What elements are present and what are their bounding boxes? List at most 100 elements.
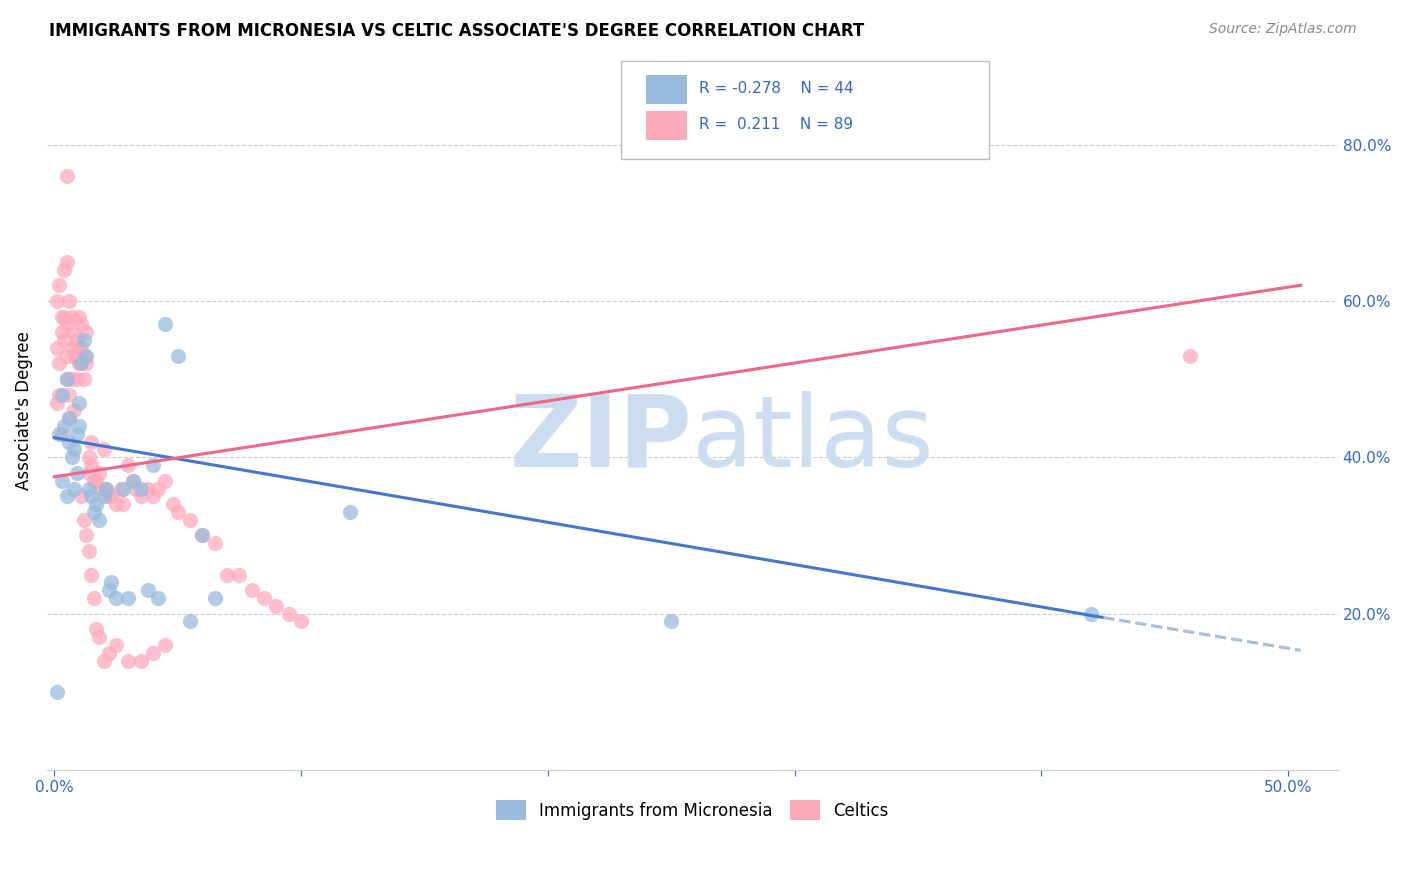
Point — [65, 426, 87, 441]
Point — [67, 395, 90, 409]
Point — [146, 482, 169, 496]
Point — [53, 310, 76, 324]
Point — [77, 466, 100, 480]
Point — [191, 528, 214, 542]
Point — [73, 349, 96, 363]
Point — [80, 489, 103, 503]
Point — [80, 434, 103, 449]
Point — [58, 434, 80, 449]
Point — [45, 341, 67, 355]
Point — [67, 356, 90, 370]
Point — [228, 567, 250, 582]
Point — [112, 482, 135, 496]
Point — [290, 615, 312, 629]
Point — [136, 583, 159, 598]
Point — [70, 341, 93, 355]
Point — [117, 458, 139, 472]
Point — [179, 615, 201, 629]
Point — [63, 349, 86, 363]
Point — [67, 356, 90, 370]
Point — [65, 333, 87, 347]
Point — [84, 622, 107, 636]
Point — [48, 356, 70, 370]
Point — [110, 482, 132, 496]
Point — [277, 607, 299, 621]
Point — [75, 356, 97, 370]
Point — [90, 482, 112, 496]
Point — [215, 567, 238, 582]
Point — [93, 654, 115, 668]
Point — [75, 325, 97, 339]
Point — [51, 426, 73, 441]
Point — [51, 387, 73, 401]
Point — [84, 474, 107, 488]
Point — [129, 654, 152, 668]
Point — [51, 325, 73, 339]
Point — [142, 646, 165, 660]
Point — [80, 458, 103, 472]
Point — [83, 591, 105, 605]
Point — [45, 685, 67, 699]
Point — [204, 536, 226, 550]
Point — [155, 318, 177, 332]
Point — [51, 474, 73, 488]
Point — [83, 474, 105, 488]
Point — [67, 419, 90, 434]
Point — [73, 372, 96, 386]
Point — [58, 411, 80, 425]
Point — [112, 497, 135, 511]
FancyBboxPatch shape — [645, 75, 688, 103]
Point — [65, 372, 87, 386]
Point — [87, 513, 110, 527]
Point — [146, 591, 169, 605]
Point — [63, 403, 86, 417]
Point — [1178, 349, 1201, 363]
Point — [83, 505, 105, 519]
Legend: Immigrants from Micronesia, Celtics: Immigrants from Micronesia, Celtics — [489, 794, 896, 826]
Point — [48, 387, 70, 401]
Point — [75, 528, 97, 542]
Point — [659, 615, 682, 629]
Point — [60, 372, 83, 386]
Point — [100, 489, 122, 503]
Point — [97, 489, 120, 503]
Point — [93, 489, 115, 503]
Point — [125, 482, 148, 496]
FancyBboxPatch shape — [621, 62, 990, 159]
Point — [100, 575, 122, 590]
Point — [55, 372, 77, 386]
Point — [191, 528, 214, 542]
Point — [253, 591, 276, 605]
Point — [58, 293, 80, 308]
Point — [142, 489, 165, 503]
Point — [77, 450, 100, 465]
Point — [94, 482, 117, 496]
Point — [45, 395, 67, 409]
Point — [162, 497, 184, 511]
Point — [58, 387, 80, 401]
Text: Source: ZipAtlas.com: Source: ZipAtlas.com — [1209, 22, 1357, 37]
Point — [70, 318, 93, 332]
Point — [87, 466, 110, 480]
Text: R = -0.278    N = 44: R = -0.278 N = 44 — [699, 81, 853, 96]
Point — [63, 442, 86, 457]
Point — [73, 333, 96, 347]
Point — [73, 513, 96, 527]
Text: IMMIGRANTS FROM MICRONESIA VS CELTIC ASSOCIATE'S DEGREE CORRELATION CHART: IMMIGRANTS FROM MICRONESIA VS CELTIC ASS… — [49, 22, 865, 40]
Point — [48, 426, 70, 441]
Point — [136, 482, 159, 496]
Point — [55, 254, 77, 268]
Point — [60, 310, 83, 324]
Point — [240, 583, 263, 598]
Point — [53, 262, 76, 277]
Point — [129, 482, 152, 496]
Point — [142, 458, 165, 472]
Point — [104, 638, 127, 652]
Point — [155, 474, 177, 488]
Point — [117, 654, 139, 668]
Point — [155, 638, 177, 652]
Point — [53, 419, 76, 434]
Point — [166, 505, 188, 519]
Point — [55, 489, 77, 503]
Point — [58, 411, 80, 425]
